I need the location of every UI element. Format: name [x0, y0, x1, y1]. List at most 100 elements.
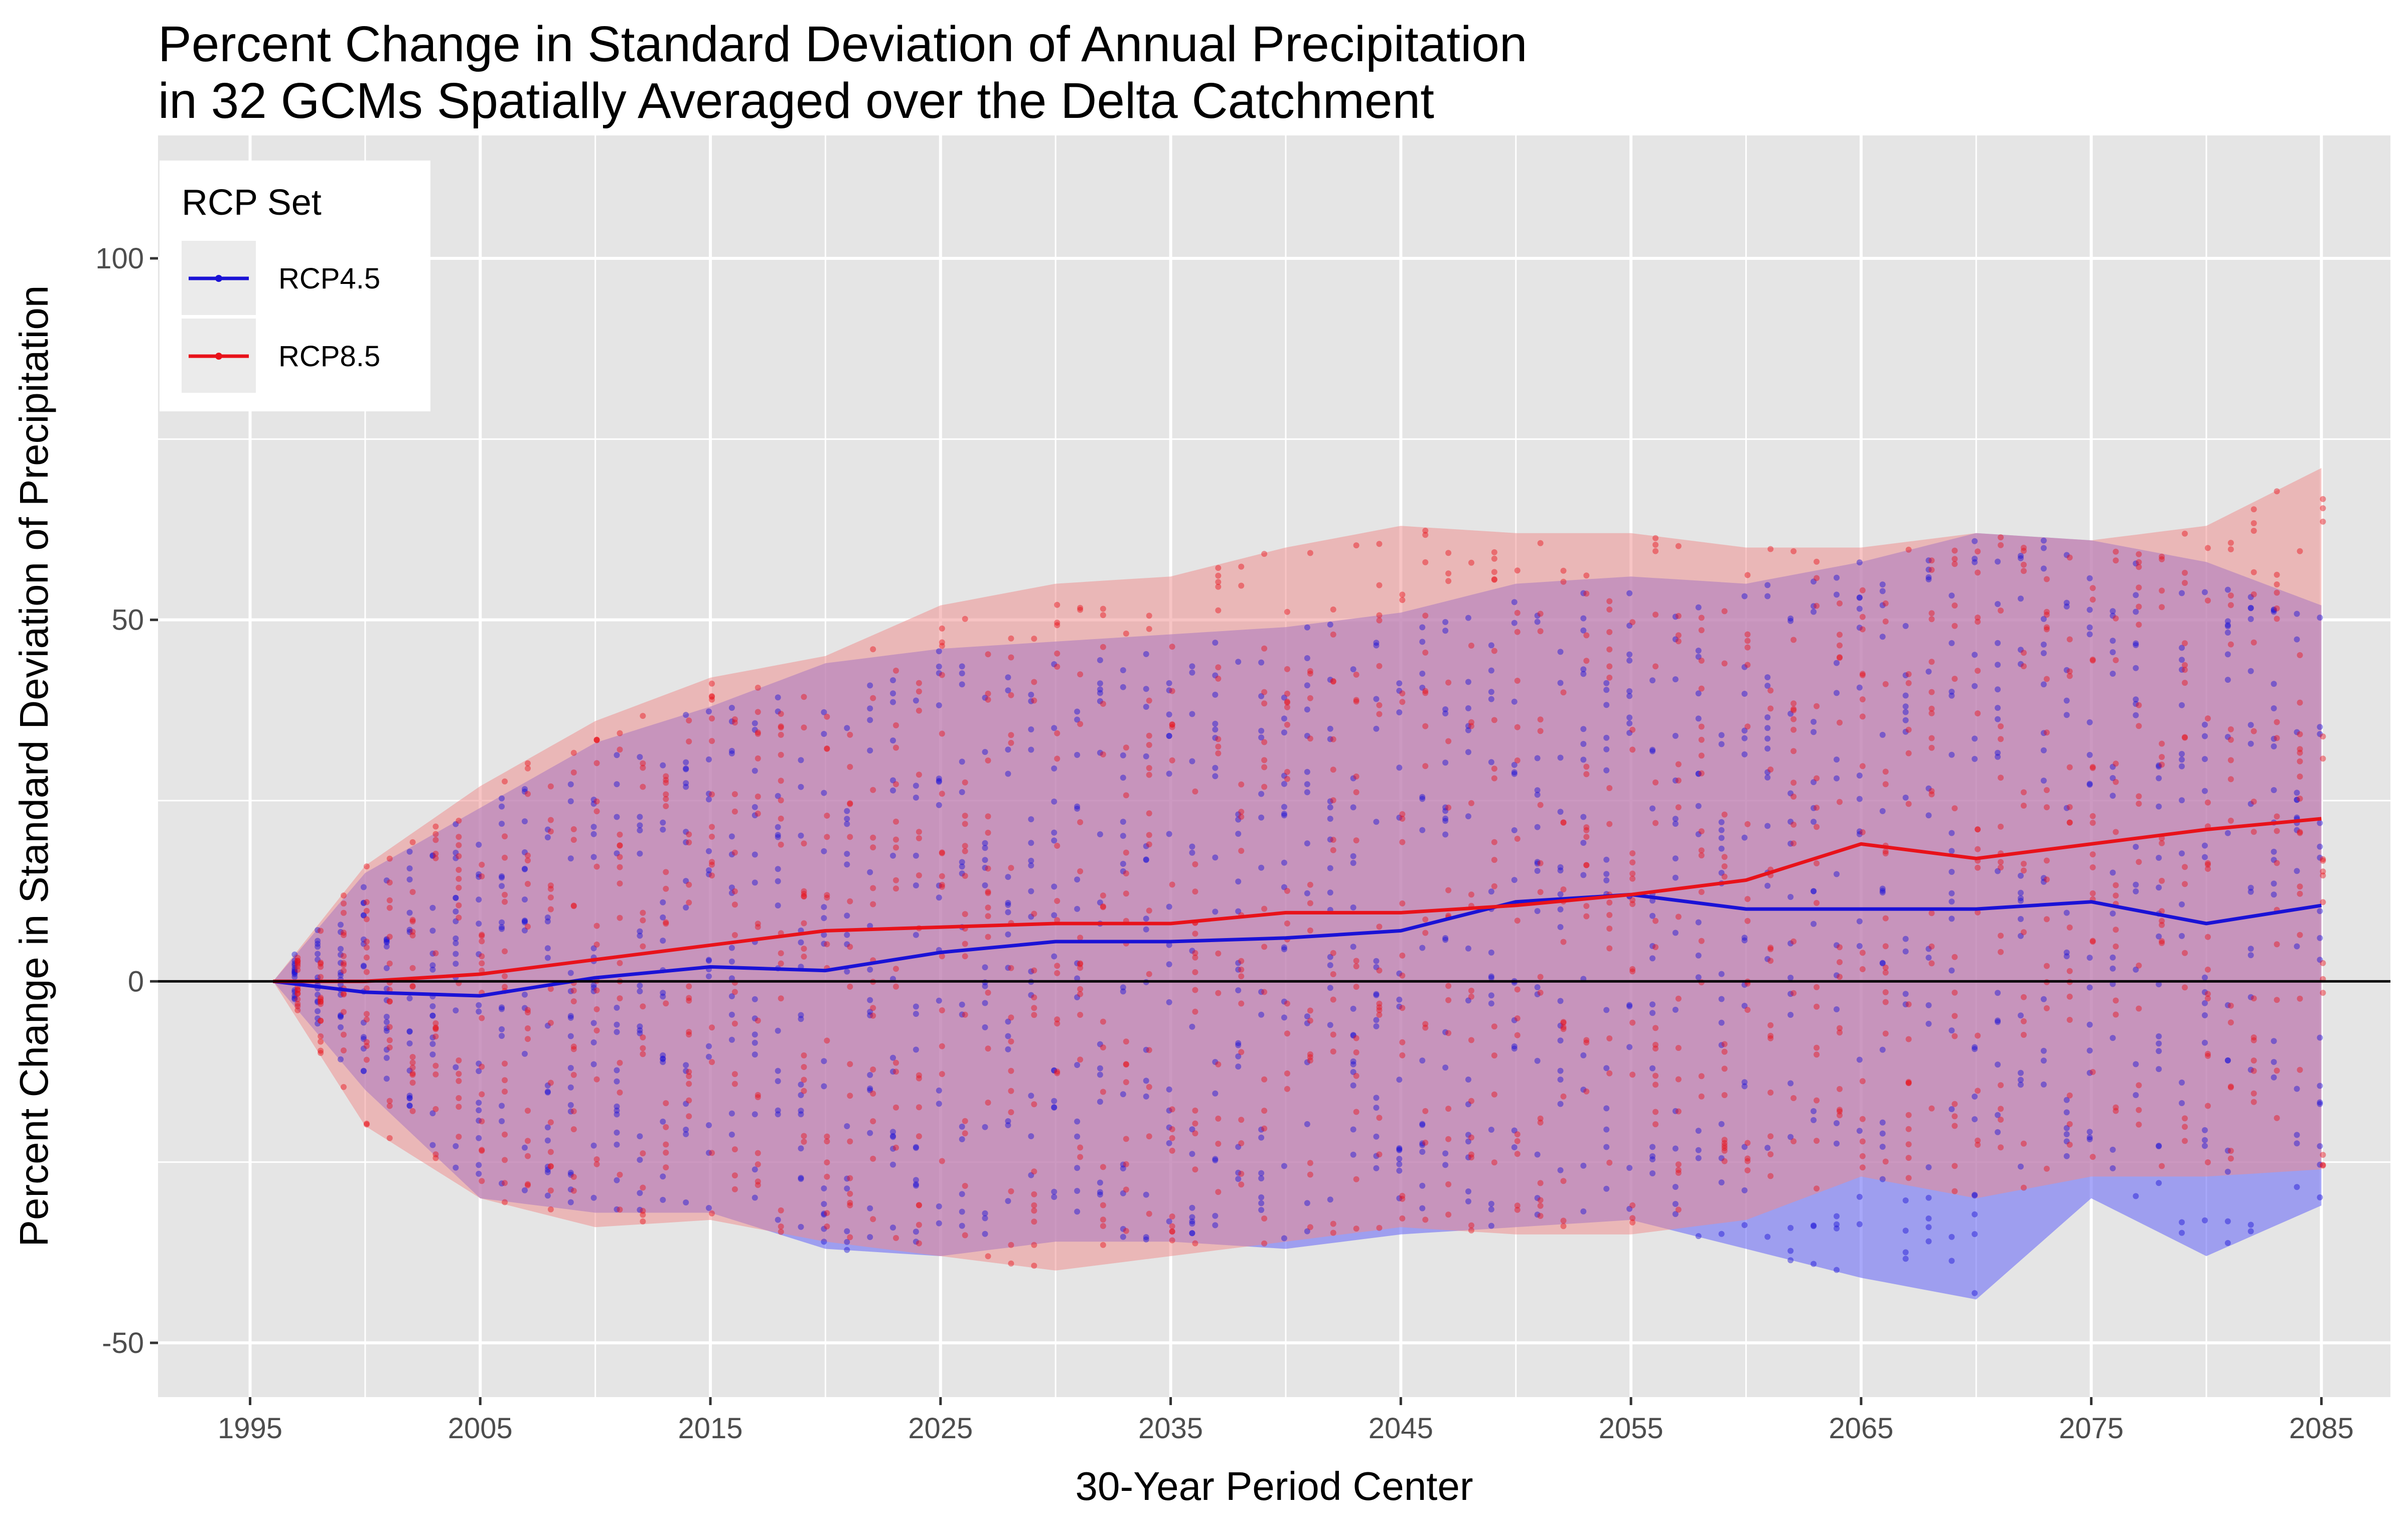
point-rcp85 — [2136, 801, 2142, 807]
point-rcp85 — [663, 1149, 669, 1156]
point-rcp85 — [502, 1060, 508, 1067]
point-rcp45 — [544, 1089, 551, 1095]
point-rcp85 — [409, 1064, 416, 1071]
point-rcp85 — [1284, 769, 1290, 775]
point-rcp85 — [2043, 1165, 2050, 1172]
point-rcp85 — [2136, 584, 2142, 591]
point-rcp45 — [2247, 801, 2254, 807]
point-rcp45 — [1718, 732, 1725, 738]
point-rcp85 — [1330, 767, 1336, 773]
point-rcp85 — [1537, 1119, 1544, 1126]
point-rcp45 — [959, 1011, 965, 1018]
point-rcp45 — [821, 1058, 827, 1064]
point-rcp85 — [1606, 945, 1613, 952]
point-rcp85 — [1445, 1211, 1452, 1218]
point-rcp45 — [867, 1234, 873, 1240]
point-rcp85 — [1031, 1202, 1037, 1208]
point-rcp85 — [1767, 546, 1774, 552]
point-rcp45 — [1281, 859, 1287, 866]
point-rcp45 — [476, 1117, 482, 1124]
point-rcp45 — [775, 902, 781, 908]
point-rcp45 — [2179, 657, 2185, 663]
point-rcp85 — [1215, 583, 1222, 590]
point-rcp45 — [1212, 1222, 1219, 1229]
point-rcp45 — [1189, 1126, 1195, 1133]
point-rcp45 — [476, 1002, 482, 1008]
point-rcp85 — [1100, 701, 1106, 707]
point-rcp45 — [1051, 725, 1058, 731]
point-rcp85 — [1859, 1138, 1866, 1145]
point-rcp45 — [2202, 854, 2208, 860]
point-rcp45 — [728, 993, 735, 999]
point-rcp45 — [360, 963, 367, 969]
point-rcp45 — [1350, 1082, 1357, 1089]
point-rcp85 — [962, 953, 968, 960]
point-rcp45 — [614, 1004, 620, 1011]
point-rcp85 — [1238, 814, 1245, 820]
point-rcp45 — [751, 768, 758, 774]
point-rcp45 — [821, 915, 827, 922]
point-rcp45 — [775, 793, 781, 799]
point-rcp85 — [731, 1172, 738, 1179]
point-rcp45 — [383, 938, 390, 945]
point-rcp45 — [867, 1012, 873, 1018]
point-rcp85 — [2274, 616, 2280, 622]
point-rcp45 — [1396, 970, 1403, 977]
point-rcp85 — [939, 1043, 945, 1049]
point-rcp45 — [1235, 816, 1242, 823]
point-rcp45 — [1672, 777, 1679, 784]
point-rcp45 — [2294, 797, 2300, 803]
point-rcp45 — [360, 1045, 367, 1052]
point-rcp85 — [2182, 950, 2188, 956]
point-rcp45 — [2133, 608, 2139, 615]
point-rcp85 — [1606, 1035, 1613, 1041]
point-rcp45 — [2086, 719, 2093, 725]
point-rcp85 — [432, 1025, 439, 1031]
point-rcp85 — [1215, 1115, 1222, 1122]
point-rcp45 — [706, 957, 712, 963]
point-rcp45 — [1534, 908, 1541, 914]
point-rcp45 — [1534, 619, 1541, 625]
point-rcp85 — [1261, 905, 1268, 912]
point-rcp45 — [453, 849, 459, 856]
point-rcp85 — [1491, 648, 1497, 654]
point-rcp85 — [2113, 779, 2119, 785]
point-rcp85 — [409, 932, 416, 939]
point-rcp85 — [1238, 958, 1245, 964]
point-rcp45 — [1005, 1198, 1011, 1204]
point-rcp85 — [686, 1029, 692, 1035]
point-rcp45 — [798, 1012, 804, 1018]
point-rcp45 — [1373, 696, 1380, 702]
point-rcp85 — [640, 1051, 646, 1057]
point-rcp85 — [1560, 1019, 1567, 1025]
point-rcp45 — [522, 991, 528, 998]
point-rcp45 — [1811, 603, 1817, 609]
point-rcp45 — [522, 865, 528, 872]
point-rcp85 — [663, 803, 669, 809]
point-rcp45 — [1120, 684, 1126, 690]
point-rcp45 — [1074, 708, 1081, 715]
point-rcp85 — [1744, 638, 1751, 644]
point-rcp85 — [2274, 488, 2280, 495]
point-rcp45 — [1995, 601, 2001, 607]
point-rcp45 — [360, 1036, 367, 1042]
point-rcp85 — [1951, 1163, 1958, 1169]
point-rcp45 — [2247, 946, 2254, 952]
point-rcp85 — [640, 760, 646, 767]
legend-key-rcp85-point — [215, 353, 222, 360]
point-rcp45 — [2133, 560, 2139, 567]
point-rcp85 — [1606, 1070, 1613, 1077]
point-rcp45 — [522, 1144, 528, 1151]
point-rcp85 — [2136, 1005, 2142, 1012]
point-rcp45 — [1626, 720, 1633, 726]
point-rcp85 — [409, 839, 416, 845]
point-rcp85 — [1307, 668, 1313, 674]
point-rcp85 — [318, 1038, 324, 1045]
point-rcp45 — [1834, 1225, 1840, 1232]
point-rcp45 — [429, 1034, 436, 1041]
point-rcp85 — [755, 793, 761, 800]
point-rcp45 — [798, 1082, 804, 1088]
point-rcp85 — [709, 1210, 715, 1216]
point-rcp45 — [1626, 1003, 1633, 1010]
